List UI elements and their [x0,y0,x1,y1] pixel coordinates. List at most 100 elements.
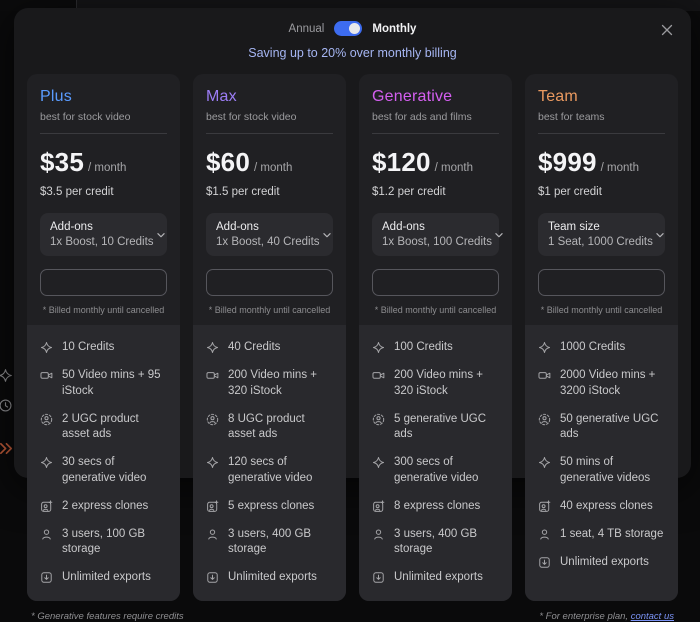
feature-item: Unlimited exports [538,555,665,571]
plan-price: $999 [538,147,597,177]
plan-name: Generative [372,88,453,105]
user-icon [538,528,551,541]
feature-item: 2 UGC product asset ads [40,412,167,443]
plan-card-top: Max best for stock video $60 / month $1.… [193,74,346,325]
features-list: 10 Credits 50 Video mins + 95 iStock 2 UGC… [27,325,180,601]
chevron-down-icon [154,228,168,242]
select-plan-button[interactable] [538,269,665,296]
billing-toggle-row: Annual Monthly [14,8,691,36]
addons-selector[interactable]: Add-ons 1x Boost, 10 Credits [40,213,167,256]
per-credit: $3.5 per credit [40,186,114,198]
billing-toggle[interactable] [334,21,363,36]
feature-text: Unlimited exports [62,571,151,584]
feature-text: 2 express clones [62,499,149,512]
feature-item: 2 express clones [40,499,167,515]
billed-note: * Billed monthly until cancelled [42,305,165,315]
clone-icon [206,500,219,513]
ugc-avatar-icon [372,413,385,426]
feature-text: 1 seat, 4 TB storage [560,527,664,540]
feature-item: 1 seat, 4 TB storage [538,527,665,543]
selector-label: Team size [548,221,600,233]
spark-icon [372,456,385,469]
addons-selector[interactable]: Team size 1 Seat, 1000 Credits [538,213,665,256]
addons-selector[interactable]: Add-ons 1x Boost, 100 Credits [372,213,503,256]
feature-item: 3 users, 400 GB storage [206,527,333,558]
feature-text: Unlimited exports [394,571,483,584]
plan-card: Max best for stock video $60 / month $1.… [193,74,346,601]
divider [40,133,167,134]
select-plan-button[interactable] [40,269,167,296]
video-camera-icon [206,369,219,382]
selector-text: Add-ons 1x Boost, 40 Credits [216,221,320,248]
clone-icon [538,500,551,513]
feature-item: 50 mins of generative videos [538,455,665,486]
feature-text: 30 secs of generative video [62,456,147,484]
spark-icon [40,456,53,469]
contact-us-link[interactable]: contact us [630,610,674,622]
selector-label: Add-ons [382,221,425,233]
selector-value: 1x Boost, 40 Credits [216,236,320,248]
spark-icon [40,341,53,354]
feature-item: 5 express clones [206,499,333,515]
plan-tagline: best for teams [538,111,605,123]
addons-selector[interactable]: Add-ons 1x Boost, 40 Credits [206,213,333,256]
feature-item: 50 Video mins + 95 iStock [40,368,167,399]
billed-note: * Billed monthly until cancelled [208,305,331,315]
feature-text: 8 UGC product asset ads [228,412,305,441]
features-list: 1000 Credits 2000 Video mins + 3200 iStoc… [525,325,678,601]
feature-item: 3 users, 400 GB storage [372,527,499,558]
plan-card: Plus best for stock video $35 / month $3… [27,74,180,601]
plan-card: Team best for teams $999 / month $1 per … [525,74,678,601]
annual-toggle-label[interactable]: Annual [288,22,325,35]
feature-text: 120 secs of generative video [228,456,313,484]
selector-value: 1x Boost, 100 Credits [382,236,492,248]
select-plan-button[interactable] [372,269,499,296]
features-list: 100 Credits 200 Video mins + 320 iStock 5 … [359,325,512,601]
monthly-toggle-label[interactable]: Monthly [372,22,417,35]
feature-text: 40 Credits [228,341,281,353]
video-camera-icon [40,369,53,382]
feature-text: 5 express clones [228,499,315,512]
selector-label: Add-ons [216,221,259,233]
per-credit: $1.2 per credit [372,186,446,198]
chevron-down-icon [653,228,667,242]
savings-subtitle: Saving up to 20% over monthly billing [248,46,457,60]
clone-icon [40,500,53,513]
close-icon[interactable] [660,23,676,39]
feature-item: 5 generative UGC ads [372,412,499,443]
billed-note: * Billed monthly until cancelled [374,305,497,315]
feature-item: 200 Video mins + 320 iStock [372,368,499,399]
per-credit: $1 per credit [538,186,602,198]
plan-tagline: best for stock video [40,111,131,123]
divider [206,133,333,134]
feature-text: Unlimited exports [560,555,649,568]
pricing-modal: Annual Monthly Saving up to 20% over mon… [14,8,691,622]
plan-card: Generative best for ads and films $120 /… [359,74,512,601]
export-icon [538,556,551,569]
double-chevron-icon[interactable] [0,441,14,456]
backdrop-topbar-segment [76,0,700,11]
feature-item: 100 Credits [372,340,499,356]
backdrop-sidebar [0,0,18,464]
feature-item: Unlimited exports [372,570,499,586]
selector-value: 1x Boost, 10 Credits [50,236,154,248]
export-icon [206,571,219,584]
feature-text: 300 secs of generative video [394,456,479,484]
billed-note: * Billed monthly until cancelled [540,305,663,315]
feature-text: 100 Credits [394,341,453,353]
feature-text: 40 express clones [560,499,653,512]
feature-item: 120 secs of generative video [206,455,333,486]
spark-icon [538,341,551,354]
feature-text: 3 users, 100 GB storage [62,527,146,556]
selector-label: Add-ons [50,221,93,233]
feature-item: 2000 Video mins + 3200 iStock [538,368,665,399]
plan-name: Plus [40,88,72,105]
price-row: $35 / month [40,147,167,178]
feature-item: Unlimited exports [206,570,333,586]
feature-text: 50 mins of generative videos [560,456,651,484]
spark-icon [372,341,385,354]
video-camera-icon [372,369,385,382]
spark-icon [206,341,219,354]
feature-item: 30 secs of generative video [40,455,167,486]
select-plan-button[interactable] [206,269,333,296]
